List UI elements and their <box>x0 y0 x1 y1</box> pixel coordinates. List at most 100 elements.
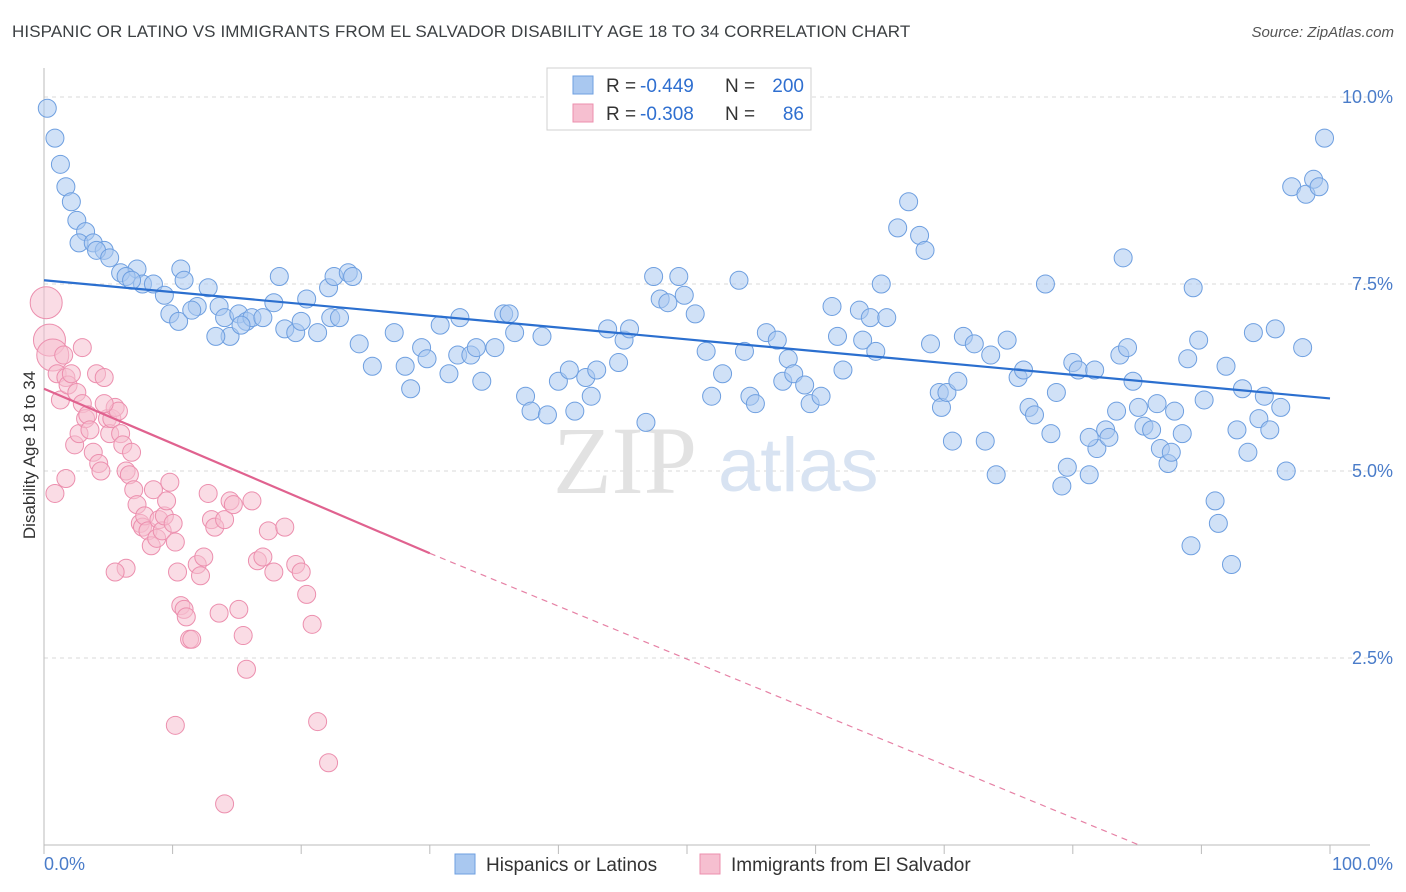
immigrants-point <box>182 629 202 649</box>
hispanics-point <box>636 412 656 432</box>
immigrants-point <box>165 715 185 735</box>
hispanics-point <box>521 401 541 421</box>
hispanics-point <box>169 311 189 331</box>
hispanics-point <box>537 405 557 425</box>
series-hispanics-points <box>37 98 1335 574</box>
hispanics-point <box>198 278 218 298</box>
hispanics-point <box>795 375 815 395</box>
hispanics-point <box>466 338 486 358</box>
immigrants-point <box>168 562 188 582</box>
hispanics-point <box>154 285 174 305</box>
hispanics-point <box>1194 390 1214 410</box>
immigrants-point <box>163 513 183 533</box>
immigrants-point <box>91 461 111 481</box>
hispanics-point <box>811 386 831 406</box>
hispanics-point <box>330 308 350 328</box>
hispanics-point <box>1189 330 1209 350</box>
hispanics-point <box>877 308 897 328</box>
immigrants-point <box>61 364 81 384</box>
legend-r-label-0: R = <box>606 76 636 97</box>
hispanics-point <box>964 334 984 354</box>
hispanics-point <box>1041 424 1061 444</box>
hispanics-point <box>1293 338 1313 358</box>
hispanics-point <box>981 345 1001 365</box>
x-tick-label-1: 100.0% <box>1332 854 1393 874</box>
immigrants-point <box>319 753 339 773</box>
y-tick-label-2: 7.5% <box>1352 274 1393 294</box>
hispanics-point <box>1265 319 1285 339</box>
hispanics-point <box>853 330 873 350</box>
hispanics-point <box>206 326 226 346</box>
immigrants-point <box>160 472 180 492</box>
hispanics-point <box>1085 360 1105 380</box>
hispanics-point <box>1181 536 1201 556</box>
hispanics-point <box>1079 465 1099 485</box>
y-axis-label: Disability Age 18 to 34 <box>20 371 39 539</box>
hispanics-point <box>1205 491 1225 511</box>
legend-n-label-0: N = <box>725 76 755 97</box>
chart-source: Source: ZipAtlas.com <box>1251 24 1394 41</box>
immigrants-point <box>215 794 235 814</box>
hispanics-point <box>37 98 57 118</box>
immigrants-point <box>275 517 295 537</box>
hispanics-point <box>1161 442 1181 462</box>
legend-r-value-1: -0.308 <box>640 104 694 125</box>
hispanics-point <box>1147 394 1167 414</box>
y-tick-label-3: 10.0% <box>1342 87 1393 107</box>
hispanics-point <box>384 323 404 343</box>
hispanics-point <box>942 431 962 451</box>
immigrants-point <box>302 614 322 634</box>
hispanics-point <box>729 270 749 290</box>
hispanics-point <box>1172 424 1192 444</box>
hispanics-point <box>1238 442 1258 462</box>
hispanics-point <box>899 192 919 212</box>
immigrants-point <box>264 562 284 582</box>
trend-line-immigrants-extension <box>429 552 1140 846</box>
hispanics-point <box>1024 405 1044 425</box>
bottom-legend-label-hispanics: Hispanics or Latinos <box>486 855 657 876</box>
hispanics-point <box>587 360 607 380</box>
hispanics-point <box>833 360 853 380</box>
trend-line-immigrants <box>43 387 431 555</box>
immigrants-point <box>94 368 114 387</box>
hispanics-point <box>1254 386 1274 406</box>
immigrants-point <box>165 532 185 552</box>
hispanics-point <box>822 296 842 316</box>
hispanics-point <box>674 285 694 305</box>
hispanics-point <box>921 334 941 354</box>
hispanics-point <box>713 364 733 384</box>
top-legend: R = -0.449 N = 200 R = -0.308 N = 86 <box>546 67 812 131</box>
immigrants-point <box>233 626 253 646</box>
watermark-zip: ZIP <box>553 407 697 514</box>
immigrants-point <box>229 599 249 619</box>
hispanics-point <box>1260 420 1280 440</box>
immigrants-point <box>198 483 218 503</box>
hispanics-point <box>702 386 722 406</box>
hispanics-point <box>948 371 968 391</box>
immigrants-point <box>122 442 142 462</box>
hispanics-point <box>1276 461 1296 481</box>
y-tick-label-1: 5.0% <box>1352 461 1393 481</box>
immigrants-point <box>176 607 196 627</box>
hispanics-point <box>1243 323 1263 343</box>
hispanics-point <box>1035 274 1055 294</box>
hispanics-point <box>1113 248 1133 268</box>
legend-r-value-0: -0.449 <box>640 76 694 97</box>
chart-title: HISPANIC OR LATINO VS IMMIGRANTS FROM EL… <box>12 22 911 41</box>
immigrants-point <box>157 491 177 511</box>
hispanics-point <box>122 270 142 290</box>
hispanics-point <box>61 192 81 212</box>
hispanics-point <box>871 274 891 294</box>
immigrants-point <box>191 566 211 586</box>
hispanics-point <box>745 394 765 414</box>
immigrants-point <box>72 338 92 358</box>
legend-n-value-0: 200 <box>772 76 804 97</box>
immigrants-point <box>308 712 328 732</box>
hispanics-point <box>609 353 629 373</box>
hispanics-point <box>1165 401 1185 421</box>
hispanics-point <box>308 323 328 343</box>
hispanics-point <box>401 379 421 399</box>
immigrants-point <box>143 480 163 500</box>
axes <box>43 68 1370 854</box>
hispanics-point <box>1079 427 1099 447</box>
